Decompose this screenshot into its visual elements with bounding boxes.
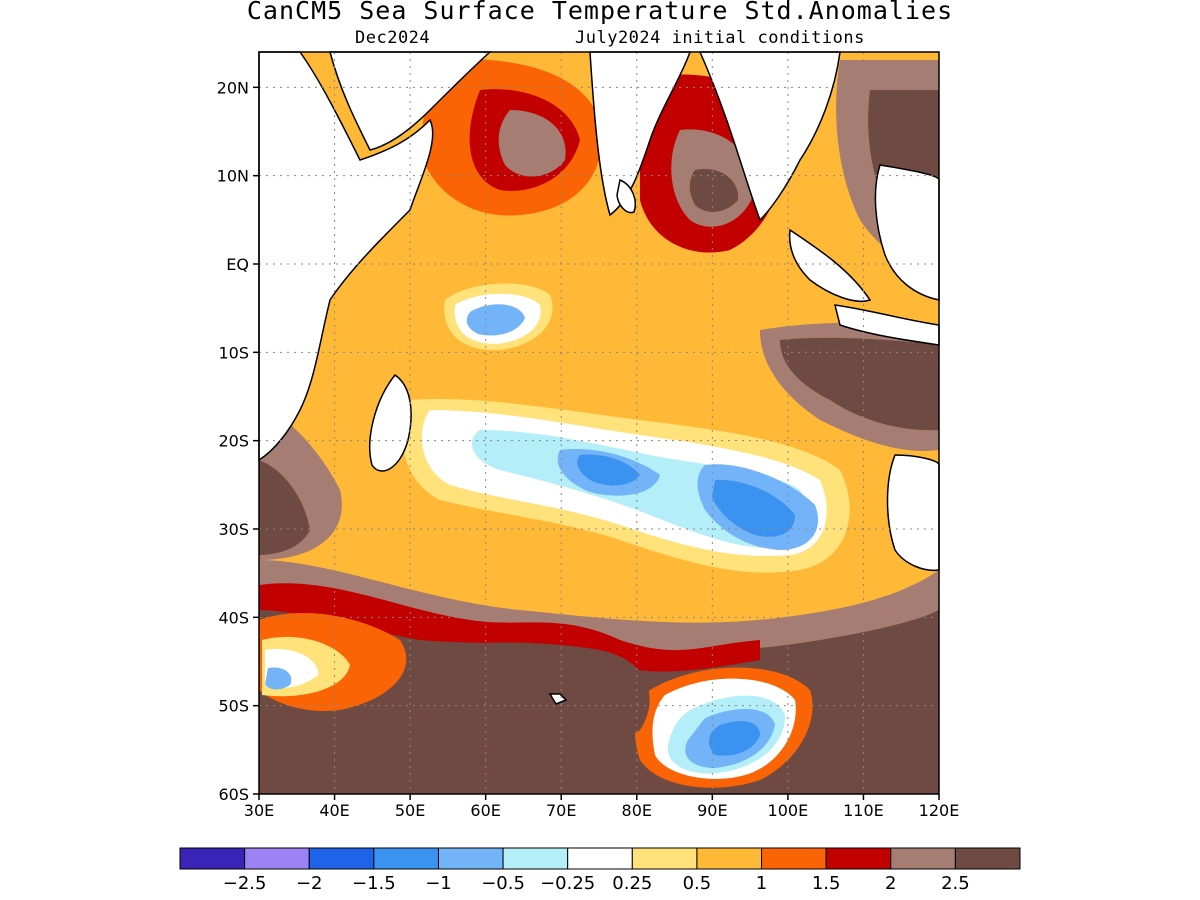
forecast-month: Dec2024 bbox=[355, 28, 431, 48]
lon-tick-label: 120E bbox=[919, 801, 960, 820]
colorbar-swatch bbox=[308, 847, 375, 870]
lon-tick-label: 40E bbox=[319, 801, 349, 820]
colorbar-swatch bbox=[502, 847, 569, 870]
grid-lines bbox=[259, 52, 939, 794]
lat-tick-label: 40S bbox=[218, 608, 249, 627]
colorbar-swatch bbox=[825, 847, 892, 870]
lat-tick-label: 30S bbox=[218, 520, 249, 539]
initial-conditions: July2024 initial conditions bbox=[575, 28, 865, 48]
colorbar-label: 2.5 bbox=[941, 873, 970, 894]
africa-landmass bbox=[258, 51, 434, 462]
lon-tick-label: 100E bbox=[768, 801, 809, 820]
lon-tick-label: 90E bbox=[697, 801, 727, 820]
lon-tick-label: 80E bbox=[622, 801, 652, 820]
colorbar-label: 0.5 bbox=[683, 873, 712, 894]
lat-tick-label: 20S bbox=[218, 432, 249, 451]
colorbar-swatch bbox=[631, 847, 698, 870]
lon-tick-label: 110E bbox=[843, 801, 884, 820]
colorbar-swatch bbox=[437, 847, 504, 870]
sri-lanka-landmass bbox=[616, 178, 636, 214]
borneo-landmass bbox=[874, 164, 940, 301]
lon-tick-label: 60E bbox=[470, 801, 500, 820]
colorbar-swatch bbox=[567, 847, 633, 870]
colorbar-label: −0.25 bbox=[540, 873, 595, 894]
sumatra-landmass bbox=[788, 228, 872, 302]
lat-tick-label: EQ bbox=[226, 255, 249, 274]
colorbar-swatch bbox=[244, 847, 310, 870]
colorbar: −2.5 −2 −1.5 −1 −0.5 −0.25 0.25 0.5 1 1.5 2 2.5 bbox=[179, 847, 1021, 894]
colorbar-label: 1.5 bbox=[812, 873, 841, 894]
colorbar-swatch bbox=[696, 847, 763, 870]
colorbar-swatch bbox=[179, 847, 246, 870]
madagascar-landmass bbox=[369, 373, 412, 472]
colorbar-label: 2 bbox=[885, 873, 896, 894]
indochina-landmass bbox=[698, 51, 841, 222]
colorbar-label: −2.5 bbox=[223, 873, 267, 894]
lat-tick-label: 60S bbox=[218, 785, 249, 804]
lat-tick-label: 10N bbox=[217, 167, 249, 186]
lon-tick-label: 70E bbox=[546, 801, 576, 820]
anomaly-field bbox=[259, 52, 939, 794]
kerguelen-landmass bbox=[548, 693, 568, 705]
colorbar-label: 0.25 bbox=[612, 873, 652, 894]
longitude-axis: 30E 40E 50E 60E 70E 80E 90E 100E 110E 120E bbox=[244, 794, 960, 820]
colorbar-label: −2 bbox=[296, 873, 323, 894]
colorbar-swatch bbox=[954, 847, 1021, 870]
chart-title: CanCM5 Sea Surface Temperature Std.Anoma… bbox=[246, 0, 954, 25]
colorbar-label: −0.5 bbox=[481, 873, 525, 894]
lat-tick-label: 50S bbox=[218, 697, 249, 716]
latitude-axis: 20N 10N EQ 10S 20S 30S 40S 50S 60S bbox=[217, 78, 259, 804]
lon-tick-label: 30E bbox=[244, 801, 274, 820]
colorbar-swatch bbox=[890, 847, 956, 870]
lon-tick-label: 50E bbox=[395, 801, 425, 820]
lat-tick-label: 10S bbox=[218, 343, 249, 362]
colorbar-label: 1 bbox=[756, 873, 767, 894]
colorbar-label: −1 bbox=[425, 873, 452, 894]
plot-frame bbox=[258, 51, 940, 795]
australia-landmass bbox=[886, 454, 940, 572]
colorbar-swatch bbox=[373, 847, 439, 870]
colorbar-swatch bbox=[761, 847, 827, 870]
lat-tick-label: 20N bbox=[217, 78, 249, 97]
colorbar-label: −1.5 bbox=[352, 873, 396, 894]
